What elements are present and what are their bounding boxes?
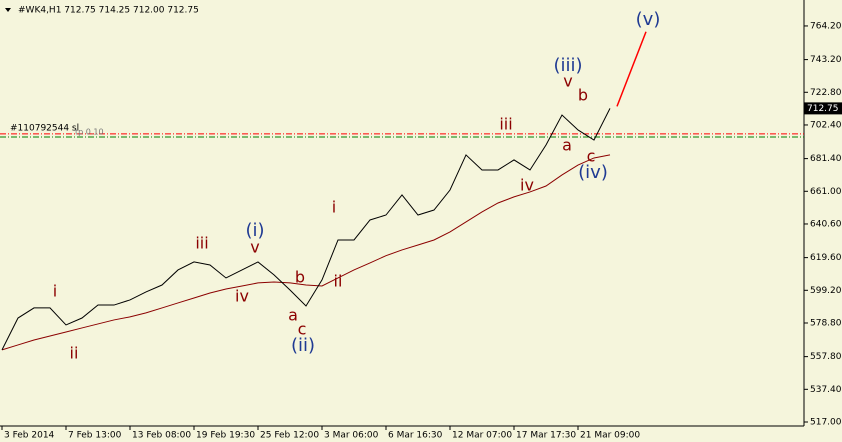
- x-tick-label: 12 Mar 07:00: [452, 431, 512, 441]
- y-tick-label: 702.40: [810, 120, 842, 130]
- y-tick-label: 517.00: [810, 417, 842, 427]
- x-tick-label: 3 Feb 2014: [4, 431, 55, 441]
- wave-label: (i): [245, 220, 264, 241]
- x-tick-label: 3 Mar 06:00: [324, 431, 379, 441]
- last-price-label: 712.75: [807, 104, 839, 114]
- wave-label: ii: [70, 344, 79, 363]
- y-tick-label: 661.00: [810, 187, 842, 197]
- y-tick-label: 599.20: [810, 286, 842, 296]
- x-tick-label: 7 Feb 13:00: [68, 431, 122, 441]
- x-tick-label: 21 Mar 09:00: [580, 431, 640, 441]
- wave-label: (v): [636, 9, 661, 30]
- wave-label: (iv): [578, 162, 608, 183]
- wave-label: (iii): [553, 55, 582, 76]
- x-tick-label: 19 Feb 19:30: [196, 431, 255, 441]
- wave-label: i: [53, 282, 57, 301]
- y-tick-label: 537.40: [810, 385, 842, 395]
- y-tick-label: 722.80: [810, 88, 842, 98]
- wave-label: iii: [195, 234, 208, 253]
- x-tick-label: 25 Feb 12:00: [260, 431, 319, 441]
- x-tick-label: 6 Mar 16:30: [388, 431, 443, 441]
- wave-label: iv: [520, 176, 534, 195]
- y-tick-label: 619.60: [810, 253, 842, 263]
- y-tick-label: 578.80: [810, 318, 842, 328]
- wave-label: b: [578, 86, 588, 105]
- order-label: #110792544 sl: [10, 123, 79, 133]
- wave-label: iv: [235, 287, 249, 306]
- wave-label: i: [332, 198, 336, 217]
- wave-label: c: [298, 320, 307, 339]
- wave-label: b: [295, 268, 305, 287]
- wave-label: a: [562, 136, 572, 155]
- price-line: [1, 108, 611, 351]
- x-tick-label: 17 Mar 17:30: [516, 431, 576, 441]
- chart-header: #WK4,H1 712.75 714.25 712.00 712.75: [18, 6, 199, 16]
- wave-label: iii: [499, 115, 512, 134]
- y-tick-label: 743.20: [810, 55, 842, 65]
- wave-label: c: [587, 147, 596, 166]
- wave-label: v: [250, 238, 259, 257]
- wave-label: v: [563, 72, 572, 91]
- wave-label: (ii): [291, 335, 315, 356]
- y-tick-label: 681.40: [810, 154, 842, 164]
- projection-line: [616, 31, 647, 107]
- last-price-tag: [804, 102, 842, 115]
- y-tick-label: 557.80: [810, 352, 842, 362]
- wave-label: ii: [334, 272, 343, 291]
- y-tick-label: 764.20: [810, 21, 842, 31]
- tp-label: tp 0.10: [75, 127, 104, 136]
- y-tick-label: 640.60: [810, 219, 842, 229]
- x-tick-label: 13 Feb 08:00: [132, 431, 191, 441]
- moving-average: [1, 154, 611, 351]
- menu-arrow: [5, 8, 11, 12]
- wave-label: a: [288, 306, 298, 325]
